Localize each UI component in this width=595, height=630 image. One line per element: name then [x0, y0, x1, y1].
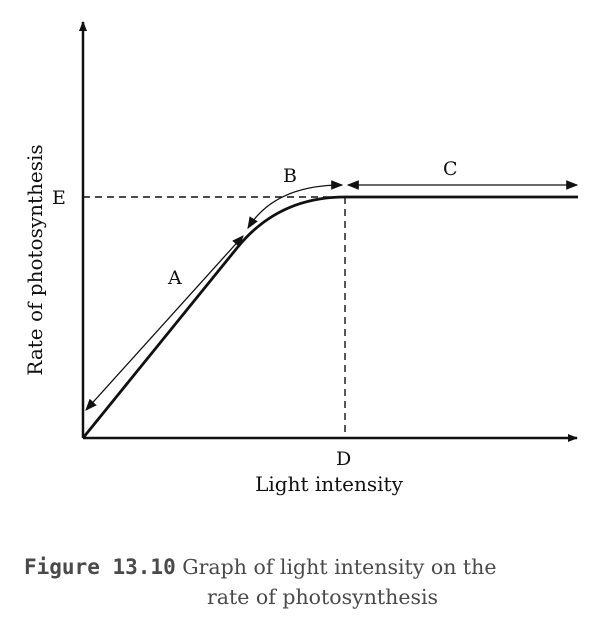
arrow-b: [247, 180, 344, 230]
label-c: C: [443, 158, 458, 180]
y-axis-label: Rate of photosynthesis: [23, 144, 47, 375]
label-b: B: [283, 165, 297, 187]
label-e: E: [52, 187, 66, 209]
caption-label: Figure 13.10: [24, 555, 176, 579]
rate-curve: [81, 195, 578, 439]
caption-text-line2: rate of photosynthesis: [207, 585, 439, 609]
figure-caption: Figure 13.10 Graph of light intensity on…: [24, 552, 584, 612]
arrow-a: [85, 235, 244, 411]
caption-text-line1: Graph of light intensity on the: [182, 555, 497, 579]
label-a: A: [167, 267, 182, 289]
x-axis-label: Light intensity: [255, 472, 403, 496]
label-d: D: [336, 448, 351, 470]
